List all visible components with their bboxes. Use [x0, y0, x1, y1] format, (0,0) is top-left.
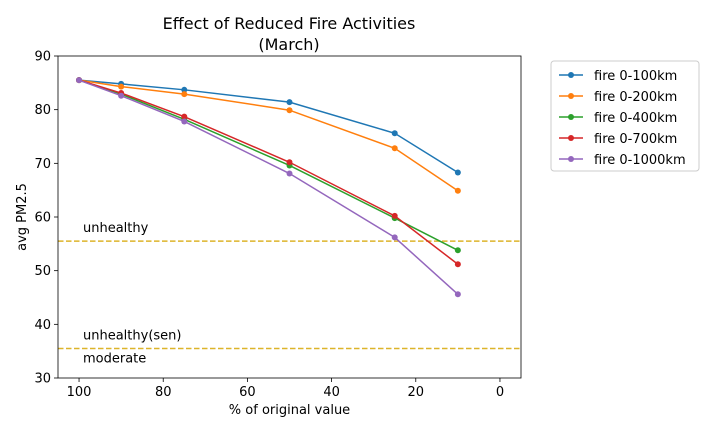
data-point-1-3: [286, 107, 293, 114]
y-axis-title: avg PM2.5: [15, 183, 30, 251]
data-point-3-2: [181, 113, 188, 120]
data-point-0-4: [391, 130, 398, 137]
data-point-0-5: [454, 169, 461, 176]
data-point-0-3: [286, 99, 293, 106]
y-tick-label-3: 60: [34, 211, 51, 226]
legend-label-4: fire 0-1000km: [594, 153, 686, 168]
data-point-4-4: [391, 234, 398, 241]
data-point-4-2: [181, 118, 188, 125]
chart-subtitle: (March): [258, 35, 319, 54]
legend-marker-0: [568, 72, 574, 78]
legend-label-1: fire 0-200km: [594, 90, 677, 105]
reference-label-above-1: unhealthy(sen): [83, 328, 181, 343]
legend-label-2: fire 0-400km: [594, 111, 677, 126]
data-point-1-1: [118, 83, 125, 90]
series-line-1: [78, 79, 459, 192]
x-tick-label-1: 80: [155, 385, 172, 400]
series-line-0: [78, 79, 459, 174]
data-point-4-1: [118, 92, 125, 99]
plot-area: unhealthy unhealthy(sen) moderate 100 80 60 40…: [34, 50, 522, 400]
data-point-3-4: [391, 212, 398, 219]
reference-label-above-0: unhealthy: [83, 221, 149, 236]
x-tick-label-4: 20: [407, 385, 424, 400]
y-tick-label-1: 40: [34, 318, 51, 333]
legend-marker-4: [568, 156, 574, 162]
x-axis-title: % of original value: [229, 403, 350, 418]
data-point-3-5: [454, 261, 461, 268]
legend: fire 0-100km fire 0-200km fire 0-400km fire…: [550, 60, 700, 172]
x-tick-label-2: 60: [239, 385, 256, 400]
reference-label-below-1: moderate: [83, 351, 146, 366]
chart-title: Effect of Reduced Fire Activities: [163, 14, 416, 33]
y-tick-label-4: 70: [34, 157, 51, 172]
x-tick-label-5: 0: [496, 385, 504, 400]
legend-label-3: fire 0-700km: [594, 132, 677, 147]
data-point-4-5: [454, 291, 461, 298]
legend-label-0: fire 0-100km: [594, 69, 677, 84]
y-tick-label-6: 90: [34, 50, 51, 65]
data-point-1-5: [454, 187, 461, 194]
series-line-3: [78, 79, 459, 265]
y-tick-label-2: 50: [34, 264, 51, 279]
legend-box: [550, 60, 700, 172]
data-point-4-3: [286, 170, 293, 177]
legend-marker-1: [568, 93, 574, 99]
series-line-4: [78, 79, 459, 295]
legend-marker-3: [568, 135, 574, 141]
data-point-0-2: [181, 86, 188, 93]
data-point-4-0: [76, 77, 83, 84]
x-tick-label-0: 100: [67, 385, 92, 400]
data-point-2-5: [454, 247, 461, 254]
data-point-1-2: [181, 91, 188, 98]
y-tick-label-5: 80: [34, 103, 51, 118]
x-tick-label-3: 40: [323, 385, 340, 400]
legend-marker-2: [568, 114, 574, 120]
data-point-3-3: [286, 159, 293, 166]
data-point-1-4: [391, 145, 398, 152]
y-tick-label-0: 30: [34, 372, 51, 387]
